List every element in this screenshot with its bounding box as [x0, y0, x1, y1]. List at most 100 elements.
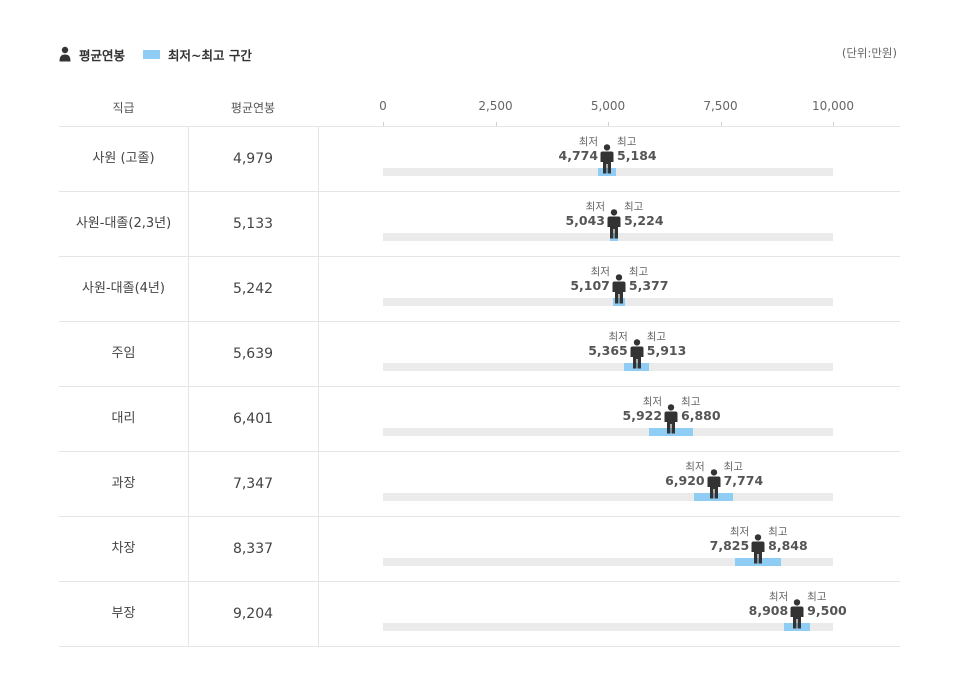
table-row: 주임 5,639 최저 5,365 최고 5,913 — [59, 322, 900, 387]
min-salary-label: 최저 6,920 — [665, 460, 705, 488]
min-caption: 최저 — [729, 526, 750, 538]
range-track — [383, 363, 833, 371]
x-tick-mark — [608, 122, 609, 126]
max-caption: 최고 — [768, 526, 788, 538]
table-row: 과장 7,347 최저 6,920 최고 7,774 — [59, 452, 900, 517]
grade-cell: 사원-대졸(4년) — [59, 257, 189, 321]
average-person-marker — [664, 404, 678, 434]
max-caption: 최고 — [807, 591, 827, 603]
max-salary-label: 최고 8,848 — [768, 525, 808, 553]
table-row: 사원-대졸(2,3년) 5,133 최저 5,043 최고 5,224 — [59, 192, 900, 257]
min-salary-label: 최저 8,908 — [749, 590, 789, 618]
min-value: 7,825 — [709, 538, 750, 553]
max-salary-label: 최고 5,377 — [629, 265, 669, 293]
range-track — [383, 428, 833, 436]
max-value: 9,500 — [807, 603, 847, 618]
person-icon — [59, 46, 71, 62]
min-value: 5,922 — [622, 408, 663, 423]
min-caption: 최저 — [608, 331, 628, 343]
average-salary-cell: 4,979 — [188, 127, 319, 191]
average-salary-cell: 9,204 — [188, 582, 319, 646]
table-row: 차장 8,337 최저 7,825 최고 8,848 — [59, 517, 900, 582]
max-caption: 최고 — [681, 396, 701, 408]
range-swatch — [143, 49, 161, 59]
average-salary-cell: 5,639 — [188, 322, 319, 386]
min-caption: 최저 — [590, 266, 610, 278]
max-value: 5,377 — [628, 278, 669, 293]
max-salary-label: 최고 6,880 — [681, 395, 721, 423]
x-tick-label: 0 — [379, 99, 387, 113]
max-caption: 최고 — [623, 201, 644, 213]
max-salary-label: 최고 5,224 — [624, 200, 664, 228]
legend-item-range: 최저~최고 구간 — [143, 45, 252, 64]
x-tick-mark — [720, 122, 722, 126]
range-track — [383, 558, 833, 566]
min-caption: 최저 — [768, 591, 789, 603]
min-salary-label: 최저 7,825 — [710, 525, 750, 553]
average-person-marker — [607, 209, 621, 239]
average-person-marker — [630, 339, 644, 369]
average-salary-cell: 8,337 — [188, 517, 319, 581]
salary-range-bar — [612, 298, 625, 306]
max-caption: 최고 — [628, 266, 649, 278]
max-value: 6,880 — [681, 408, 721, 423]
grade-cell: 대리 — [59, 387, 189, 451]
salary-range-bar — [694, 493, 733, 501]
salary-range-bar — [597, 168, 617, 176]
salary-range-bar — [783, 623, 811, 631]
legend-item-average: 평균연봉 — [58, 45, 125, 64]
min-value: 5,043 — [565, 213, 605, 228]
range-track — [383, 493, 833, 501]
max-value: 5,913 — [646, 343, 687, 358]
average-salary-cell: 7,347 — [188, 452, 319, 516]
min-salary-label: 최저 5,043 — [565, 200, 605, 228]
average-person-marker — [600, 144, 614, 174]
column-header-grade: 직급 — [112, 101, 135, 115]
max-salary-label: 최고 5,184 — [617, 135, 657, 163]
grade-cell: 부장 — [59, 582, 189, 646]
average-salary-cell: 6,401 — [188, 387, 319, 451]
grade-cell: 과장 — [59, 452, 189, 516]
min-salary-label: 최저 5,107 — [570, 265, 610, 293]
salary-range-bar — [624, 363, 650, 371]
range-track — [383, 298, 833, 306]
max-caption: 최고 — [723, 461, 743, 473]
x-tick-mark — [495, 122, 497, 126]
x-tick-mark — [383, 122, 384, 126]
x-tick-label: 10,000 — [812, 99, 854, 113]
legend-range-label: 최저~최고 구간 — [168, 47, 252, 63]
min-value: 4,774 — [558, 148, 599, 163]
min-value: 5,107 — [570, 278, 610, 293]
min-value: 8,908 — [748, 603, 789, 618]
average-person-marker — [707, 469, 721, 499]
grade-cell: 차장 — [59, 517, 189, 581]
table-header: 직급 평균연봉 0 2,500 5,000 7,500 10,000 — [59, 92, 900, 127]
max-value: 5,184 — [617, 148, 657, 163]
min-caption: 최저 — [585, 201, 605, 213]
x-tick-label: 7,500 — [703, 99, 738, 113]
min-caption: 최저 — [685, 461, 705, 473]
average-salary-cell: 5,242 — [188, 257, 319, 321]
max-caption: 최고 — [617, 136, 637, 148]
table-row: 사원-대졸(4년) 5,242 최저 5,107 최고 5,377 — [59, 257, 900, 322]
grade-cell: 주임 — [59, 322, 189, 386]
average-person-marker — [790, 599, 804, 629]
unit-label: (단위:만원) — [841, 46, 897, 60]
table-row: 부장 9,204 최저 8,908 최고 9,500 — [59, 582, 900, 647]
average-person-marker — [612, 274, 626, 304]
grade-cell: 사원-대졸(2,3년) — [59, 192, 189, 256]
average-salary-cell: 5,133 — [188, 192, 319, 256]
chart-legend: 평균연봉 최저~최고 구간 — [58, 44, 270, 64]
min-salary-label: 최저 5,365 — [588, 330, 628, 358]
min-salary-label: 최저 5,922 — [623, 395, 663, 423]
min-value: 6,920 — [665, 473, 705, 488]
max-value: 5,224 — [623, 213, 664, 228]
salary-range-bar — [735, 558, 782, 566]
x-tick-label: 2,500 — [478, 99, 513, 113]
average-person-marker — [751, 534, 765, 564]
chart-rows: 사원 (고졸) 4,979 최저 4,774 최고 5,184 사원-대졸(2,3년) 5,1… — [59, 127, 900, 647]
salary-range-bar — [609, 233, 619, 241]
min-salary-label: 최저 4,774 — [559, 135, 599, 163]
min-value: 5,365 — [588, 343, 628, 358]
range-track — [383, 623, 833, 631]
